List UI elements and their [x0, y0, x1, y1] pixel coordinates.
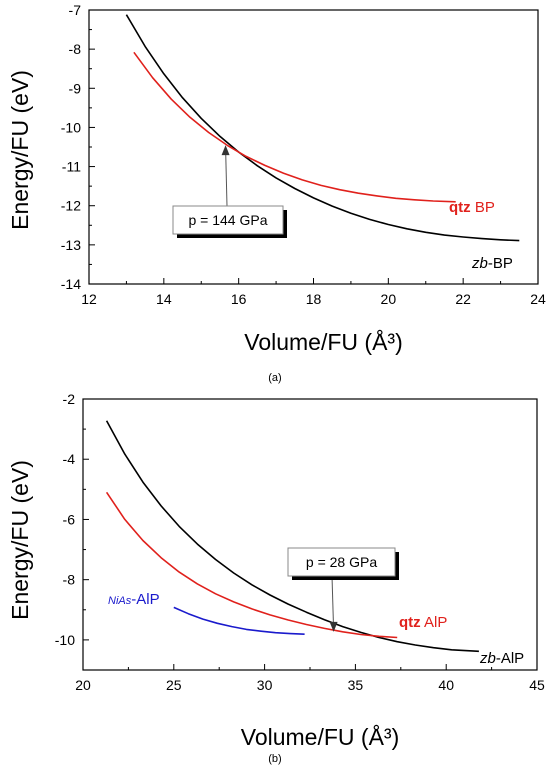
annotation-text: p = 28 GPa	[306, 554, 377, 570]
x-tick-label: 20	[381, 291, 397, 307]
series-line-qtz-bp	[133, 51, 456, 203]
x-tick-label: 12	[81, 291, 97, 307]
x-axis-label: Volume/FU (Å³)	[241, 723, 399, 750]
y-tick-label: -14	[61, 276, 81, 292]
series-label-suffix: -AlP	[131, 591, 159, 608]
y-tick-label: -8	[69, 41, 82, 57]
y-tick-label: -12	[61, 198, 81, 214]
y-tick-label: -2	[63, 391, 76, 407]
series-label-zb-alp: zb-AlP	[479, 650, 524, 667]
y-tick-label: -4	[63, 451, 76, 467]
x-tick-label: 40	[438, 677, 454, 693]
x-tick-label: 30	[257, 677, 273, 693]
annotation-arrow	[221, 145, 230, 207]
y-tick-label: -9	[69, 80, 82, 96]
series-label-prefix: zb	[471, 255, 488, 272]
series-label-prefix: NiAs	[108, 595, 132, 607]
y-axis-label: Energy/FU (eV)	[7, 70, 33, 230]
x-tick-label: 22	[455, 291, 471, 307]
annotation-arrow-line	[331, 575, 335, 630]
series-line-qtz-alp	[105, 491, 398, 639]
series-label-suffix: -AlP	[496, 650, 524, 667]
series-line-zb-alp	[105, 420, 479, 653]
series-label-qtz-bp: qtz BP	[449, 199, 495, 216]
annotation-arrow-line	[225, 147, 228, 207]
annotation-box	[172, 205, 284, 235]
series-label-suffix: BP	[471, 199, 495, 216]
annotation-arrow	[329, 575, 338, 632]
series-label-prefix: zb	[479, 650, 496, 667]
y-tick-label: -8	[63, 572, 76, 588]
series-line-nias-alp	[173, 606, 305, 635]
series-line-zb-bp	[125, 14, 520, 242]
x-tick-label: 20	[75, 677, 91, 693]
panel-label: (a)	[268, 372, 281, 384]
panel-label: (b)	[268, 753, 281, 765]
y-tick-label: -11	[62, 159, 81, 175]
y-tick-label: -7	[69, 2, 82, 18]
annotation-arrow-head	[221, 145, 230, 156]
x-tick-label: 16	[231, 291, 247, 307]
x-tick-label: 18	[306, 291, 322, 307]
y-tick-label: -10	[61, 119, 81, 135]
series-label-prefix: qtz	[399, 614, 421, 631]
x-axis-label: Volume/FU (Å³)	[244, 328, 402, 355]
annotation-box	[287, 547, 396, 577]
y-tick-label: -6	[63, 511, 76, 527]
x-tick-label: 35	[348, 677, 364, 693]
series-label-suffix: -BP	[488, 255, 513, 272]
x-tick-label: 24	[530, 291, 546, 307]
series-label-qtz-alp: qtz AlP	[399, 614, 447, 631]
series-label-prefix: qtz	[449, 199, 471, 216]
x-tick-label: 14	[156, 291, 172, 307]
annotation-arrow-head	[329, 621, 338, 632]
series-label-nias-alp: NiAs-AlP	[108, 591, 160, 608]
annotation-text: p = 144 GPa	[188, 212, 267, 228]
y-axis-label: Energy/FU (eV)	[7, 460, 33, 620]
y-tick-label: -13	[61, 237, 81, 253]
x-tick-label: 45	[529, 677, 545, 693]
chart-panel-b: 20 25 30 35 40 45 -10 -8 -6 -4 -2 Volume/FU (Å³) Ene…	[7, 391, 545, 765]
series-label-zb-bp: zb-BP	[471, 255, 513, 272]
chart-panel-a: 12 14 16 18 20 22 24 -14 -13 -12 -11 -10 -9 -8 -7 Volum…	[7, 2, 546, 384]
series-label-suffix: AlP	[421, 614, 448, 631]
y-tick-label: -10	[55, 632, 75, 648]
x-tick-label: 25	[166, 677, 182, 693]
